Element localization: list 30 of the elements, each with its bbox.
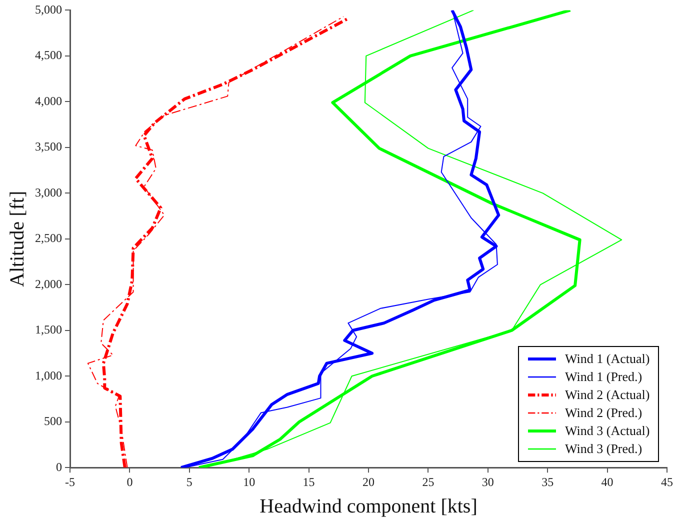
y-tick-label: 1,500 bbox=[35, 322, 62, 337]
x-tick-label: 30 bbox=[482, 474, 494, 489]
x-tick-label: 40 bbox=[601, 474, 614, 489]
x-tick-label: -5 bbox=[65, 474, 75, 489]
y-tick-label: 500 bbox=[44, 414, 62, 428]
x-tick-label: 10 bbox=[243, 474, 256, 489]
y-tick-label: 2,500 bbox=[35, 231, 62, 246]
y-tick-label: 3,000 bbox=[35, 185, 62, 200]
y-tick-label: 2,000 bbox=[35, 276, 62, 291]
y-tick-label: 5,000 bbox=[35, 2, 62, 16]
x-axis-title: Headwind component [kts] bbox=[260, 495, 478, 518]
x-tick-label: 15 bbox=[302, 474, 315, 489]
y-tick-label: 4,500 bbox=[35, 48, 62, 62]
legend-label: Wind 3 (Actual) bbox=[565, 422, 650, 439]
y-tick-label: 4,000 bbox=[35, 94, 62, 108]
x-tick-label: 5 bbox=[186, 474, 192, 489]
legend-label: Wind 1 (Actual) bbox=[565, 350, 650, 367]
x-tick-label: 45 bbox=[661, 474, 673, 489]
x-tick-label: 0 bbox=[126, 474, 133, 489]
x-tick-label: 35 bbox=[542, 474, 554, 489]
y-axis-title: Altitude [ft] bbox=[6, 190, 28, 287]
y-tick-label: 3,500 bbox=[35, 140, 62, 154]
y-tick-label: 0 bbox=[56, 460, 62, 474]
legend-label: Wind 1 (Pred.) bbox=[565, 368, 642, 385]
y-tick-label: 1,000 bbox=[35, 368, 62, 382]
x-tick-label: 25 bbox=[422, 474, 434, 489]
legend-label: Wind 2 (Pred.) bbox=[565, 404, 642, 421]
legend-label: Wind 3 (Pred.) bbox=[565, 440, 642, 457]
legend-label: Wind 2 (Actual) bbox=[565, 386, 650, 403]
x-tick-label: 20 bbox=[362, 474, 374, 489]
